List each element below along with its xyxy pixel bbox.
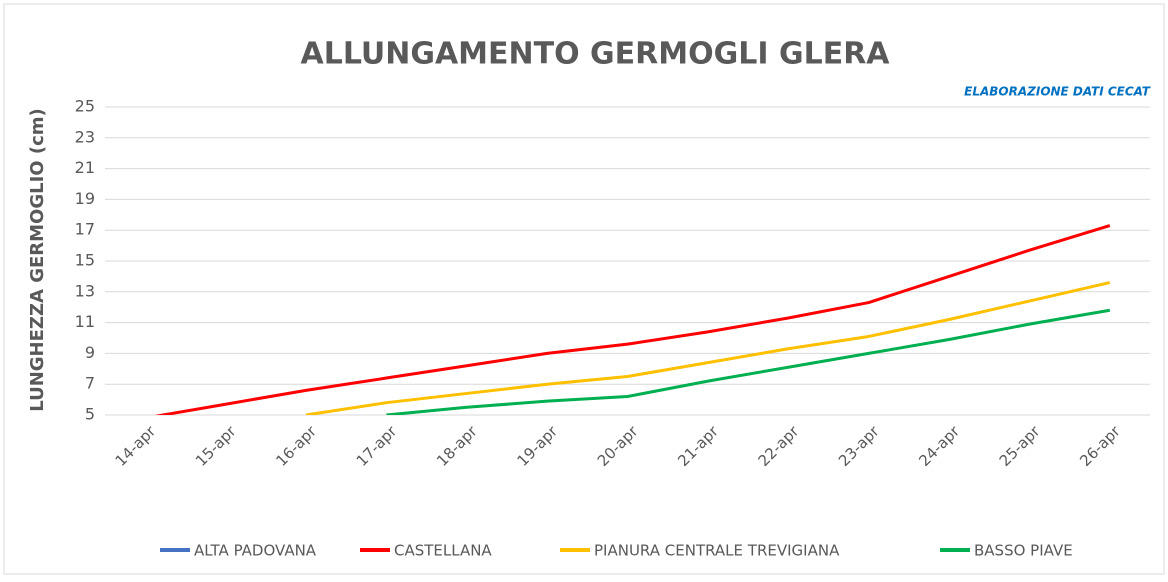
y-tick-label: 19 xyxy=(75,189,95,208)
y-tick-label: 25 xyxy=(75,97,95,116)
y-tick-label: 23 xyxy=(75,127,95,146)
y-tick-label: 15 xyxy=(75,251,95,270)
series-line xyxy=(386,308,1111,415)
series-line xyxy=(305,281,1111,415)
legend-label: CASTELLANA xyxy=(394,542,492,560)
y-tick-label: 7 xyxy=(85,374,95,393)
y-tick-label: 9 xyxy=(85,343,95,362)
legend-label: ALTA PADOVANA xyxy=(194,542,317,560)
y-tick-label: 11 xyxy=(75,312,95,331)
y-axis-label: LUNGHEZZA GERMOGLIO (cm) xyxy=(27,108,48,411)
y-tick-label: 13 xyxy=(75,281,95,300)
series-line xyxy=(154,224,1111,415)
chart-title: ALLUNGAMENTO GERMOGLI GLERA xyxy=(300,37,890,72)
y-tick-label: 21 xyxy=(75,158,95,177)
plot-area xyxy=(154,224,1111,415)
y-tick-label: 5 xyxy=(85,405,95,424)
chart-border xyxy=(3,3,1165,575)
legend-label: PIANURA CENTRALE TREVIGIANA xyxy=(594,542,840,560)
subtitle: ELABORAZIONE DATI CECAT xyxy=(964,85,1151,99)
y-tick-label: 17 xyxy=(75,220,95,239)
legend-label: BASSO PIAVE xyxy=(974,542,1073,560)
